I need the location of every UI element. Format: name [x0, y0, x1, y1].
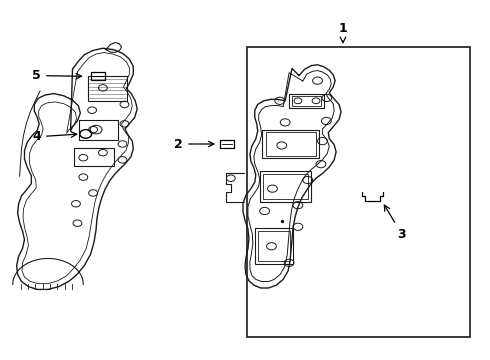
- Bar: [79, 120, 118, 140]
- Text: 3: 3: [384, 205, 406, 240]
- Bar: [74, 148, 114, 166]
- Bar: [263, 174, 308, 199]
- Bar: [88, 76, 127, 101]
- Bar: [292, 96, 321, 106]
- Text: 2: 2: [174, 138, 214, 150]
- Bar: [260, 171, 311, 202]
- Text: 1: 1: [339, 22, 347, 42]
- Text: 4: 4: [32, 130, 76, 143]
- Bar: [266, 132, 316, 156]
- Bar: [258, 231, 290, 261]
- Bar: [289, 94, 324, 108]
- Bar: [247, 47, 470, 337]
- Bar: [255, 228, 293, 264]
- Text: 5: 5: [32, 69, 81, 82]
- Bar: [262, 130, 318, 158]
